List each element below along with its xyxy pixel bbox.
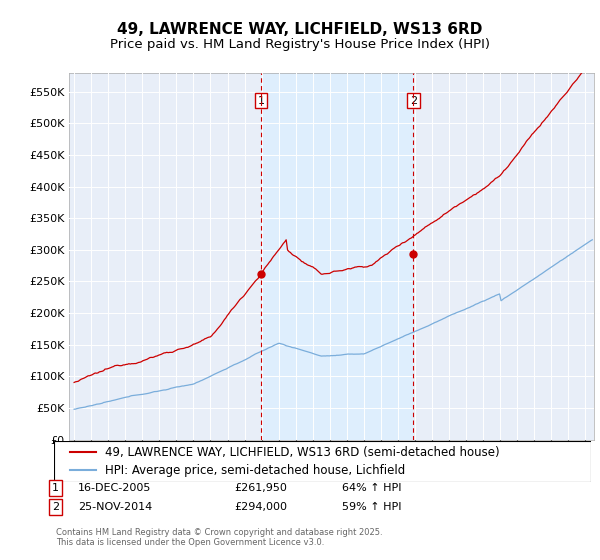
Text: 64% ↑ HPI: 64% ↑ HPI (342, 483, 401, 493)
Text: 25-NOV-2014: 25-NOV-2014 (78, 502, 152, 512)
Text: 2: 2 (410, 96, 417, 106)
Bar (261, 73, 413, 440)
Text: 1: 1 (257, 96, 265, 106)
Text: £261,950: £261,950 (234, 483, 287, 493)
Text: 16-DEC-2005: 16-DEC-2005 (78, 483, 151, 493)
Text: Contains HM Land Registry data © Crown copyright and database right 2025.
This d: Contains HM Land Registry data © Crown c… (56, 528, 382, 547)
Text: 59% ↑ HPI: 59% ↑ HPI (342, 502, 401, 512)
Text: 1: 1 (52, 483, 59, 493)
Text: 49, LAWRENCE WAY, LICHFIELD, WS13 6RD: 49, LAWRENCE WAY, LICHFIELD, WS13 6RD (118, 22, 482, 38)
Text: 2: 2 (52, 502, 59, 512)
Legend: 49, LAWRENCE WAY, LICHFIELD, WS13 6RD (semi-detached house), HPI: Average price,: 49, LAWRENCE WAY, LICHFIELD, WS13 6RD (s… (65, 441, 505, 482)
Text: Price paid vs. HM Land Registry's House Price Index (HPI): Price paid vs. HM Land Registry's House … (110, 38, 490, 51)
Text: £294,000: £294,000 (234, 502, 287, 512)
